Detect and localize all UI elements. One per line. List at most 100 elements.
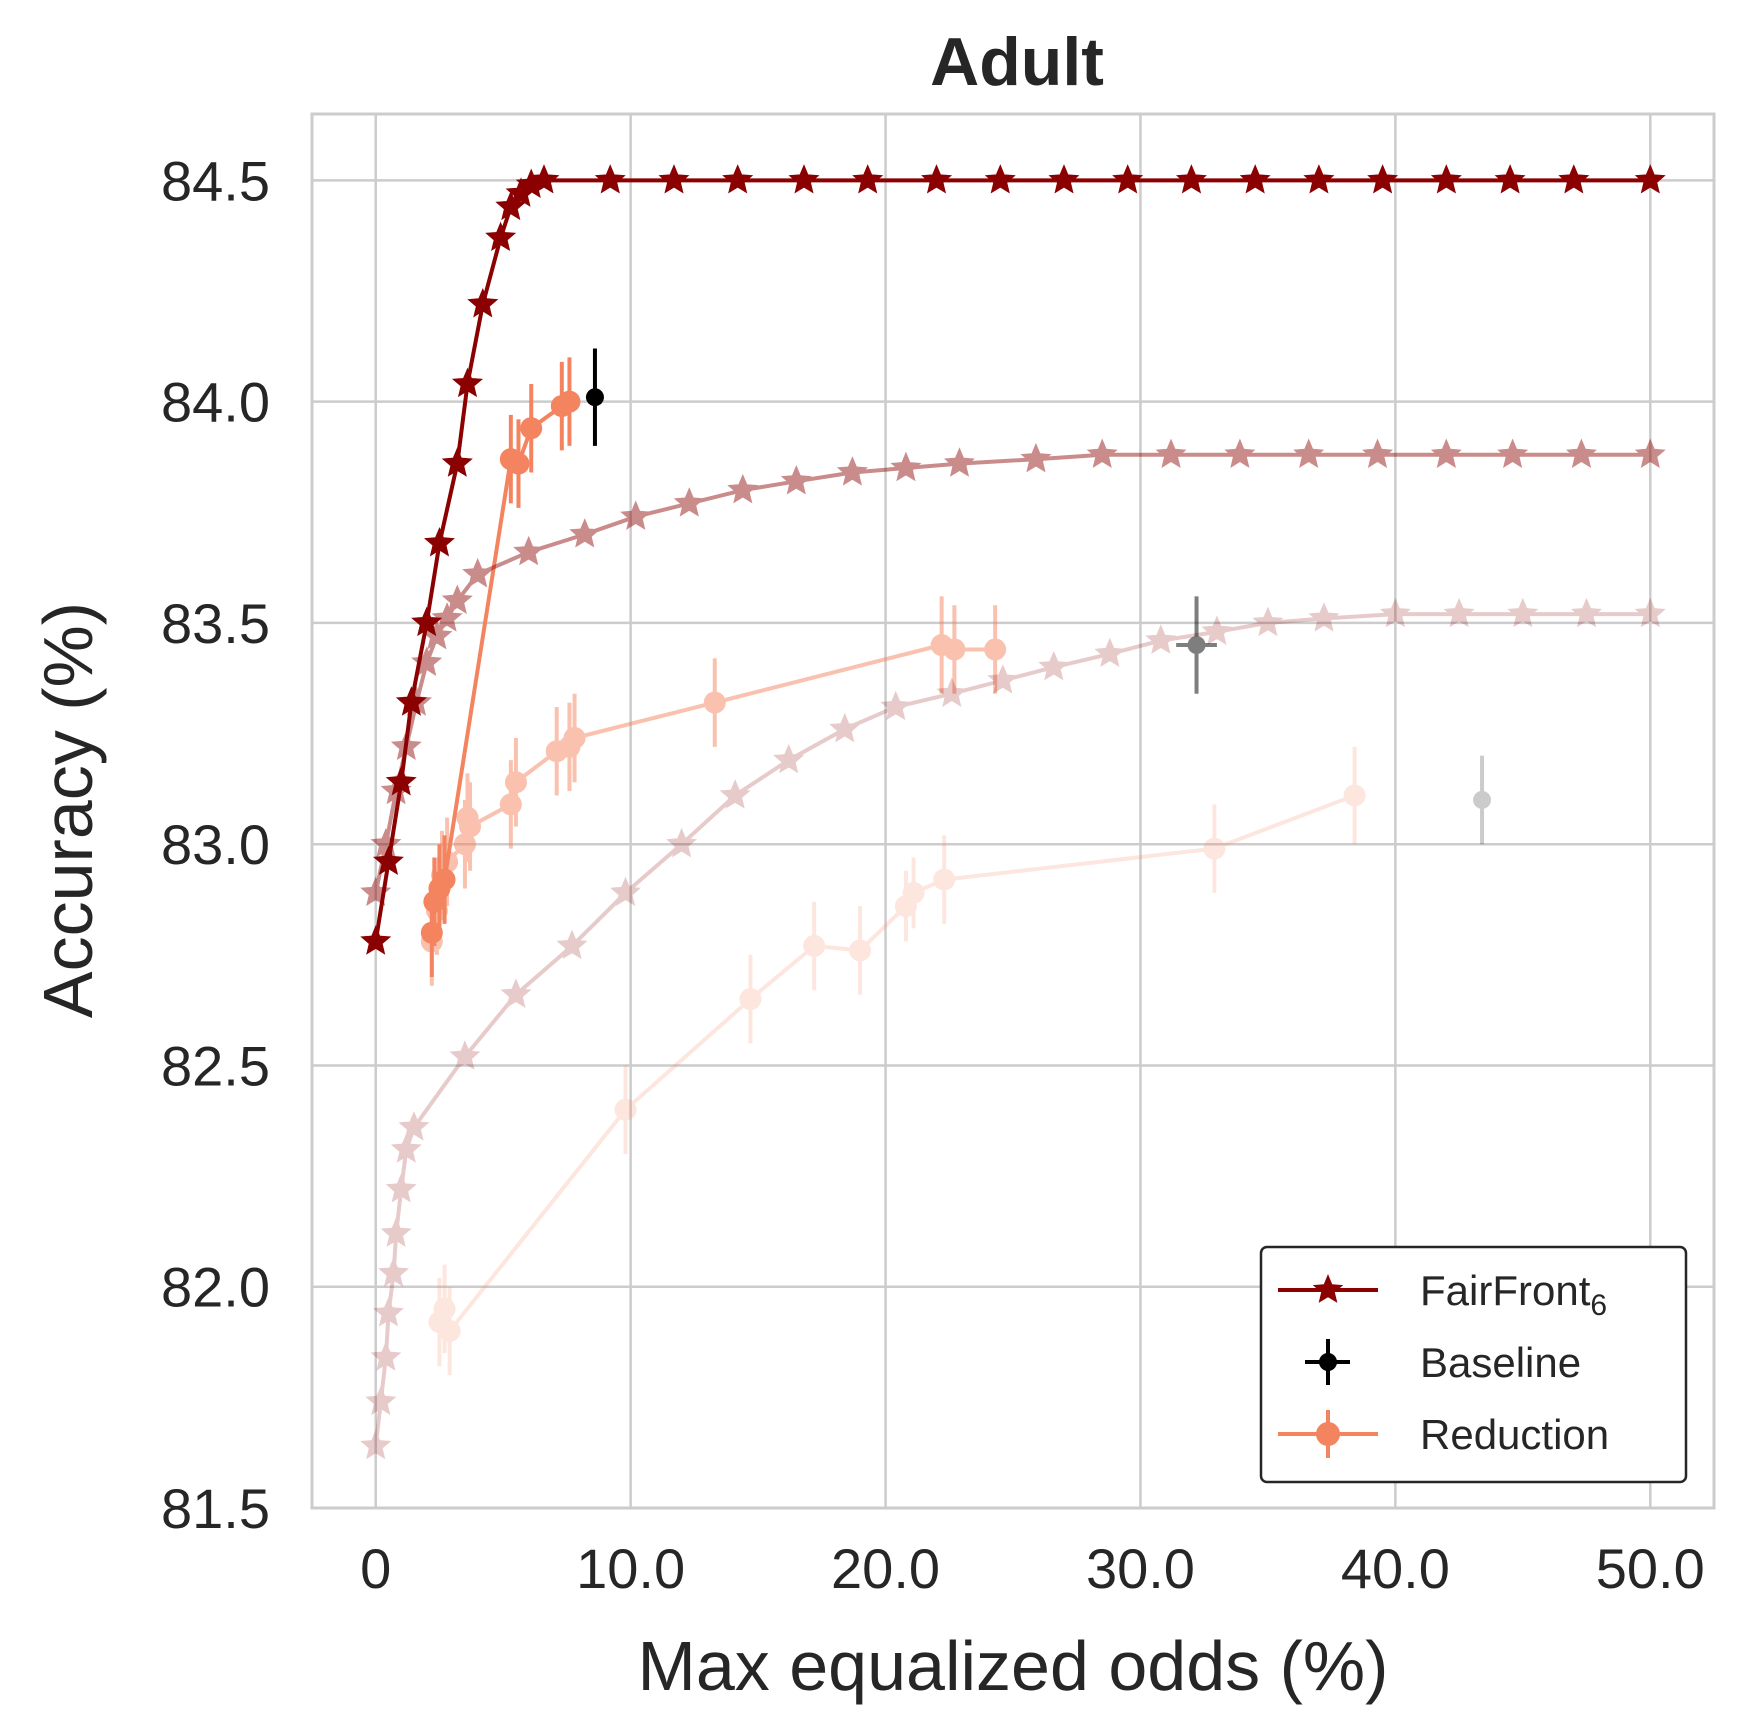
fairfront-point (378, 1257, 410, 1287)
reduction-point (499, 793, 522, 816)
reduction-point (436, 850, 459, 873)
legend-box (1259, 1245, 1688, 1484)
reduction-point (459, 815, 482, 838)
reduction-point (425, 899, 448, 922)
fairfront-series (360, 597, 1666, 1460)
fairfront-point (890, 451, 922, 482)
fairfront-point (829, 712, 861, 743)
fairfront-point (451, 367, 484, 398)
fairfront-point (1430, 164, 1462, 194)
fairfront-point (449, 1040, 481, 1070)
x-tick-label: 50.0 (1596, 1537, 1705, 1600)
baseline-point (1473, 790, 1492, 809)
fairfront-point (390, 1133, 422, 1163)
fairfront-point (610, 876, 642, 907)
fairfront-line (373, 612, 1651, 1447)
fairfront-point (513, 535, 545, 566)
reduction-point (739, 988, 762, 1011)
fairfront-point (836, 456, 868, 486)
reduction-point (849, 939, 872, 962)
reduction-series (420, 596, 1007, 986)
fairfront-line (373, 452, 1651, 894)
fairfront-point (773, 743, 805, 774)
reduction-point (614, 1098, 637, 1121)
fairfront-point (1497, 438, 1529, 468)
legend-fairfront-subscript: 6 (1590, 1289, 1607, 1322)
fairfront-point (1303, 164, 1335, 194)
fairfront-point (400, 686, 433, 716)
reduction-point (563, 726, 586, 749)
chart-title: Adult (930, 24, 1104, 100)
fairfront-point (1367, 164, 1399, 194)
fairfront-point (1252, 606, 1284, 637)
reduction-point (507, 452, 530, 475)
fairfront-point (1507, 597, 1539, 628)
fairfront-point (395, 686, 427, 716)
baseline-point-group (585, 348, 604, 446)
fairfront-point (372, 845, 404, 876)
y-tick-label: 83.5 (161, 592, 270, 655)
reduction-point (433, 1297, 456, 1320)
x-tick-label: 30.0 (1086, 1537, 1195, 1600)
fairfront-point (1634, 597, 1666, 628)
baseline-point-group (1473, 755, 1492, 845)
reduction-point (428, 1311, 451, 1334)
fairfront-point (462, 557, 494, 588)
fairfront-point (1430, 438, 1462, 468)
fairfront-point (987, 664, 1019, 694)
reduction-point (933, 868, 956, 891)
fairfront-point (360, 1429, 392, 1460)
fairfront-point (500, 978, 532, 1008)
fairfront-point (1634, 164, 1666, 194)
fairfront-point (943, 447, 975, 477)
fairfront-point (1239, 164, 1271, 194)
reduction-point (438, 1319, 461, 1342)
fairfront-point (1379, 597, 1411, 628)
fairfront-point (1086, 438, 1118, 468)
fairfront-point (1112, 164, 1144, 194)
fairfront-point (1155, 438, 1187, 468)
reduction-point (520, 417, 543, 440)
y-tick-label: 81.5 (161, 1477, 270, 1540)
fairfront-point (1565, 438, 1597, 468)
fairfront-point (722, 164, 754, 194)
fairfront-point (495, 190, 527, 221)
reduction-point (703, 691, 726, 714)
fairfront-point (921, 164, 953, 194)
reduction-line (437, 793, 1356, 1336)
x-tick-label: 10.0 (576, 1537, 685, 1600)
fairfront-point (673, 487, 705, 517)
fairfront-point (411, 646, 443, 676)
svg-text:FairFront6: FairFront6 (1420, 1267, 1607, 1322)
plot-frame (310, 112, 1716, 1510)
fairfront-point (360, 925, 392, 955)
fairfront-point (780, 464, 812, 495)
fairfront-point (1094, 637, 1126, 668)
fairfront-point (485, 221, 517, 252)
reduction-point (504, 771, 527, 794)
fairfront-point (423, 526, 455, 557)
legend-entry-baseline: Baseline (1305, 1339, 1581, 1386)
baseline-point (585, 388, 604, 407)
fairfront-point (421, 619, 453, 650)
fairfront-point (385, 1173, 417, 1203)
fairfront-series (360, 164, 1666, 955)
x-tick-label: 20.0 (831, 1537, 940, 1600)
legend-fairfront-star-icon (1312, 1274, 1344, 1303)
y-tick-label: 82.0 (161, 1256, 270, 1319)
fairfront-point (390, 730, 422, 761)
legend-fairfront-label: FairFront (1420, 1267, 1591, 1314)
fairfront-point (1571, 597, 1603, 628)
legend-reduction-label: Reduction (1420, 1411, 1609, 1458)
fairfront-point (467, 288, 499, 318)
fairfront-point (1201, 615, 1233, 645)
baseline-point-group (1176, 596, 1217, 694)
reduction-point (558, 390, 581, 413)
fairfront-point (1308, 602, 1340, 632)
fairfront-point (365, 1385, 397, 1415)
reduction-point (902, 881, 925, 904)
fairfront-point (528, 164, 560, 194)
reduction-point (803, 934, 826, 957)
fairfront-point (1558, 164, 1590, 194)
fairfront-point (1175, 164, 1207, 194)
